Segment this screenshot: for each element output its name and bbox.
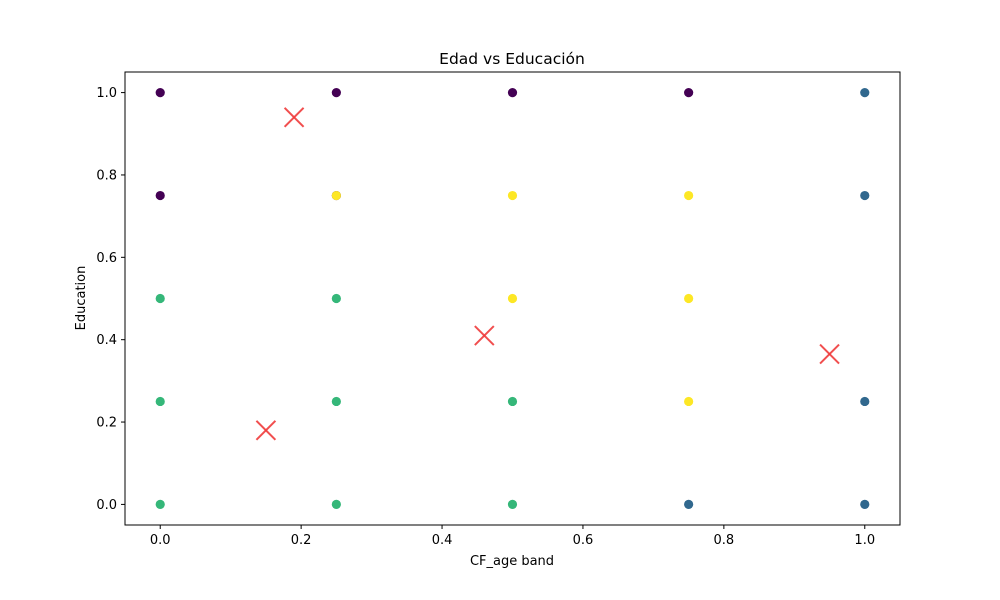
data-point <box>155 396 165 407</box>
data-points <box>155 87 870 510</box>
data-point <box>331 190 341 201</box>
data-point <box>331 499 341 510</box>
data-point <box>155 293 165 304</box>
y-tick-label: 0.4 <box>96 333 117 348</box>
x-axis-label: CF_age band <box>470 554 554 569</box>
data-point <box>684 499 694 510</box>
data-point <box>507 499 518 510</box>
centroid-marker <box>474 325 495 346</box>
y-axis-ticks: 0.0 0.2 0.4 0.6 0.8 1.0 <box>96 86 125 513</box>
data-point <box>860 396 870 407</box>
data-point <box>860 87 870 98</box>
x-tick-label: 0.0 <box>150 533 171 548</box>
x-tick-label: 0.4 <box>432 533 453 548</box>
data-point <box>507 190 518 201</box>
x-tick-label: 0.2 <box>291 533 312 548</box>
x-axis-ticks: 0.0 0.2 0.4 0.6 0.8 1.0 <box>150 525 875 548</box>
data-point <box>684 190 694 201</box>
x-tick-label: 0.6 <box>573 533 594 548</box>
y-axis-label: Education <box>74 266 89 331</box>
data-point <box>684 396 694 407</box>
chart-title: Edad vs Educación <box>439 50 585 68</box>
data-point <box>331 87 341 98</box>
x-tick-label: 1.0 <box>854 533 875 548</box>
centroid-marker <box>255 420 277 441</box>
y-tick-label: 0.2 <box>96 416 117 431</box>
x-tick-label: 0.8 <box>714 533 735 548</box>
data-point <box>860 190 870 201</box>
data-point <box>155 190 165 201</box>
data-point <box>684 87 694 98</box>
data-point <box>331 293 341 304</box>
plot-area <box>124 71 901 526</box>
data-point <box>507 87 518 98</box>
y-tick-label: 0.0 <box>96 498 117 513</box>
centroid-marker <box>819 343 840 365</box>
y-tick-label: 1.0 <box>96 86 117 101</box>
plot-frame <box>124 71 901 526</box>
data-point <box>507 396 518 407</box>
data-point <box>331 396 341 407</box>
data-point <box>155 499 165 510</box>
data-point <box>507 293 518 304</box>
y-tick-label: 0.6 <box>96 251 117 266</box>
data-point <box>684 293 694 304</box>
data-point <box>860 499 870 510</box>
centroid-markers <box>255 107 840 441</box>
data-point <box>155 87 165 98</box>
centroid-marker <box>283 107 305 128</box>
y-tick-label: 0.8 <box>96 168 117 183</box>
